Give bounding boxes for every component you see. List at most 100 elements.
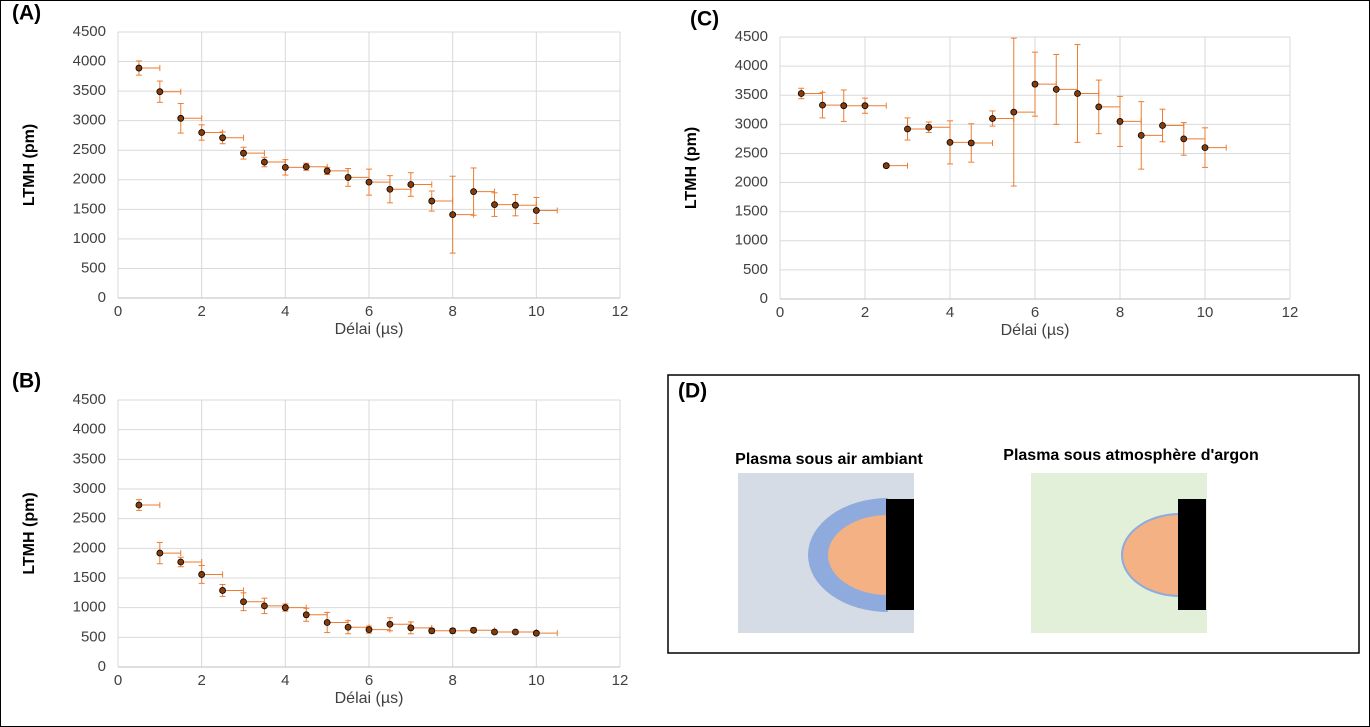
- panel-label: (D): [678, 380, 707, 403]
- x-tick-label: 10: [1197, 304, 1214, 321]
- point: [491, 628, 498, 636]
- argon-plasma: [1121, 512, 1181, 598]
- x-tick-label: 0: [776, 304, 784, 321]
- x-tick-label: 4: [946, 304, 954, 321]
- y-tick-label: 2500: [73, 141, 106, 158]
- point: [428, 627, 436, 635]
- point: [819, 101, 826, 109]
- point: [1201, 144, 1209, 152]
- y-tick-label: 1000: [735, 232, 768, 249]
- point: [323, 619, 331, 626]
- point: [261, 158, 268, 166]
- x-tick-label: 2: [861, 304, 869, 321]
- point: [1159, 122, 1166, 129]
- point: [156, 88, 164, 96]
- y-tick-label: 500: [81, 628, 106, 645]
- diagram-title: Plasma sous air ambiant: [735, 451, 923, 468]
- point: [428, 197, 436, 205]
- x-tick-label: 8: [1116, 304, 1124, 321]
- point: [512, 628, 519, 636]
- point: [925, 123, 933, 131]
- diagram-title: Plasma sous atmosphère d'argon: [1003, 447, 1258, 464]
- y-tick-label: 4000: [735, 57, 768, 74]
- point: [386, 185, 394, 193]
- y-tick-label: 1500: [735, 203, 768, 220]
- point: [365, 626, 373, 634]
- point: [470, 188, 477, 196]
- x-tick-label: 2: [197, 672, 205, 689]
- point: [1052, 86, 1060, 93]
- x-tick-label: 8: [448, 672, 456, 689]
- point: [512, 201, 519, 209]
- y-tick-label: 3500: [735, 86, 768, 103]
- x-tick-label: 12: [1282, 304, 1299, 321]
- panel-label: (A): [12, 2, 41, 25]
- point: [344, 623, 352, 631]
- point: [882, 162, 890, 170]
- x-axis-title: Délai (µs): [1001, 322, 1070, 339]
- y-axis-title: LTMH (pm): [21, 124, 38, 206]
- point: [281, 604, 289, 612]
- y-tick-label: 1000: [73, 599, 106, 616]
- y-tick-label: 3000: [73, 112, 106, 129]
- y-axis-title: LTMH (pm): [683, 127, 700, 209]
- x-tick-label: 6: [1031, 304, 1039, 321]
- y-tick-label: 0: [98, 289, 106, 306]
- point: [344, 174, 352, 181]
- y-tick-label: 4500: [735, 28, 768, 45]
- y-tick-label: 500: [743, 261, 768, 278]
- x-tick-label: 12: [612, 303, 629, 320]
- panel-label: (C): [690, 8, 719, 31]
- point: [323, 167, 331, 175]
- y-tick-label: 3500: [73, 82, 106, 99]
- y-tick-label: 0: [760, 290, 768, 307]
- y-tick-label: 2000: [735, 174, 768, 191]
- point: [198, 571, 206, 578]
- point: [135, 64, 143, 72]
- point: [840, 102, 848, 110]
- point: [219, 134, 226, 142]
- point: [946, 138, 954, 146]
- point: [219, 587, 226, 594]
- point: [904, 125, 911, 133]
- point: [386, 620, 394, 628]
- point: [240, 149, 247, 157]
- x-tick-label: 0: [114, 672, 122, 689]
- x-tick-label: 10: [528, 672, 545, 689]
- point: [177, 558, 185, 566]
- y-tick-label: 4000: [73, 53, 106, 70]
- y-tick-label: 2000: [73, 539, 106, 556]
- x-axis-title: Délai (µs): [335, 690, 404, 707]
- x-tick-label: 12: [612, 672, 629, 689]
- y-tick-label: 1500: [73, 569, 106, 586]
- point: [261, 602, 268, 610]
- x-axis-title: Délai (µs): [335, 321, 404, 338]
- x-tick-label: 6: [365, 672, 373, 689]
- target: [886, 499, 914, 610]
- point: [156, 549, 164, 557]
- point: [449, 627, 457, 635]
- point: [861, 102, 869, 110]
- y-tick-label: 4500: [73, 23, 106, 40]
- point: [240, 598, 247, 606]
- y-tick-label: 4500: [73, 391, 106, 408]
- chart: (B) 0 500 1000 1500 2000 2500 3000 3500 4000 4500 0…: [12, 370, 628, 708]
- x-tick-label: 10: [528, 303, 545, 320]
- x-tick-label: 8: [448, 303, 456, 320]
- y-tick-label: 3000: [735, 115, 768, 132]
- y-tick-label: 2500: [73, 510, 106, 527]
- point: [797, 90, 805, 97]
- y-axis-title: LTMH (pm): [21, 492, 38, 574]
- y-tick-label: 3000: [73, 480, 106, 497]
- y-tick-label: 1500: [73, 200, 106, 217]
- diagram-panel: (D) Plasma sous air ambiant Plasma sous …: [667, 374, 1360, 654]
- x-tick-label: 2: [197, 303, 205, 320]
- point: [407, 181, 415, 188]
- point: [449, 211, 457, 219]
- point: [1074, 90, 1081, 97]
- point: [365, 178, 373, 186]
- target: [1178, 499, 1206, 610]
- point: [1137, 131, 1145, 139]
- point: [491, 201, 498, 209]
